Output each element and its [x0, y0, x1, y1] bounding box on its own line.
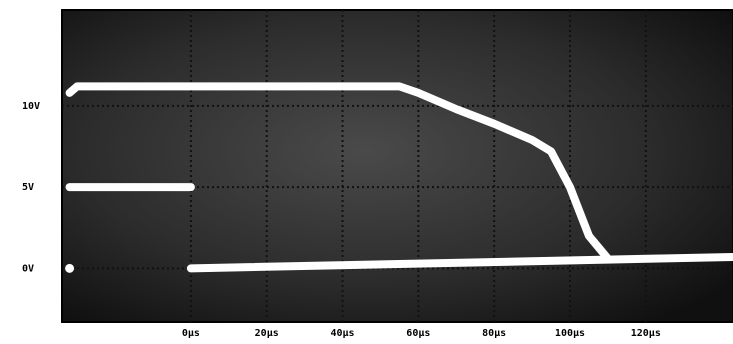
y-tick-label: 5V	[22, 182, 34, 193]
y-tick-label: 0V	[22, 263, 34, 274]
x-tick-label: 80µs	[482, 328, 506, 339]
y-tick-label: 10V	[22, 101, 40, 112]
x-tick-label: 120µs	[631, 328, 661, 339]
x-tick-label: 40µs	[330, 328, 354, 339]
trace-dot	[65, 264, 74, 273]
chart: 0µs 20µs 40µs 60µs 80µs 100µs 120µs 0V 5V 10V	[0, 0, 733, 344]
x-tick-label: 60µs	[406, 328, 430, 339]
x-tick-label: 100µs	[555, 328, 585, 339]
x-tick-label: 0µs	[182, 328, 200, 339]
x-tick-label: 20µs	[255, 328, 279, 339]
scope-screen	[62, 10, 733, 322]
